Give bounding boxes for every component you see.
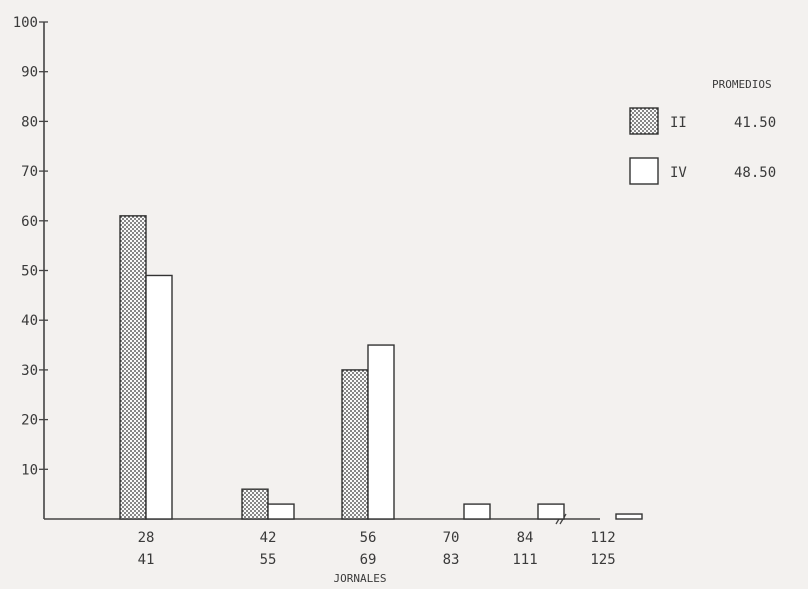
bar-iv: [267, 503, 295, 520]
bar-iv: [145, 274, 173, 520]
bars: [119, 215, 643, 520]
legend-value: 48.50: [734, 165, 776, 181]
y-tick-label: 40: [21, 313, 38, 329]
legend: PROMEDIOS II 41.50 IV 48.50: [629, 78, 776, 185]
legend-label: IV: [670, 165, 687, 181]
legend-swatch-ii: [629, 107, 659, 135]
bar-iv: [537, 503, 565, 520]
x-tick-label-bottom: 111: [512, 552, 537, 568]
x-tick-label-bottom: 55: [260, 552, 277, 568]
y-tick-label: 30: [21, 363, 38, 379]
axes: 10 20 30 40 50 60 70 80 90 100: [13, 15, 600, 525]
x-tick-label-bottom: 83: [443, 552, 460, 568]
bar-ii: [119, 215, 147, 520]
x-tick-label-bottom: 41: [138, 552, 155, 568]
legend-value: 41.50: [734, 115, 776, 131]
bar-ii: [341, 369, 369, 520]
bar-iv: [367, 344, 395, 520]
bar-iv: [463, 503, 491, 520]
y-tick-label: 70: [21, 164, 38, 180]
x-tick-label-bottom: 69: [360, 552, 377, 568]
x-tick-label-top: 112: [590, 530, 615, 546]
x-tick-label-top: 84: [517, 530, 534, 546]
x-tick-label-top: 70: [443, 530, 460, 546]
legend-title: PROMEDIOS: [712, 78, 772, 91]
y-tick-label: 60: [21, 214, 38, 230]
y-tick-label: 80: [21, 114, 38, 130]
x-tick-label-bottom: 125: [590, 552, 615, 568]
y-tick-label: 20: [21, 413, 38, 429]
legend-swatch-iv: [629, 157, 659, 185]
y-tick-label: 90: [21, 65, 38, 81]
x-axis-title: JORNALES: [334, 572, 387, 585]
x-tick-label-top: 28: [138, 530, 155, 546]
y-tick-label: 50: [21, 264, 38, 280]
y-tick-label: 10: [21, 462, 38, 478]
x-tick-label-top: 56: [360, 530, 377, 546]
x-tick-labels: 28 41 42 55 56 69 70 83 84 111 112 125: [138, 530, 616, 568]
bar-ii: [241, 488, 269, 520]
y-tick-label: 100: [13, 15, 38, 31]
x-tick-label-top: 42: [260, 530, 277, 546]
bar-iv: [615, 513, 643, 520]
legend-label: II: [670, 115, 687, 131]
